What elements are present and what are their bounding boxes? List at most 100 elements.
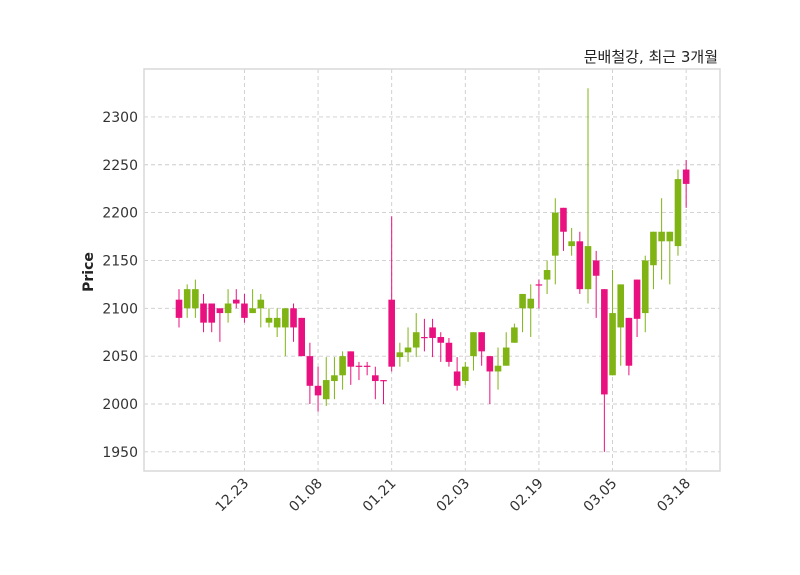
candle-body xyxy=(363,365,371,367)
candle-body xyxy=(658,231,665,242)
candle xyxy=(331,357,338,400)
chart-title: 문배철강, 최근 3개월 xyxy=(584,48,718,66)
candle xyxy=(347,351,355,385)
plot-frame xyxy=(143,68,721,472)
candle-body xyxy=(331,375,338,382)
candle xyxy=(543,260,551,294)
candle-body xyxy=(576,241,584,290)
candle xyxy=(601,289,608,452)
candle xyxy=(232,289,240,309)
candle xyxy=(682,159,690,208)
candle-body xyxy=(560,207,567,232)
candle xyxy=(535,279,543,309)
candle xyxy=(200,293,207,333)
candle-body xyxy=(241,303,248,318)
candle xyxy=(282,308,289,357)
candle xyxy=(404,327,412,362)
candle xyxy=(625,317,633,376)
candle-body xyxy=(273,317,281,328)
candle xyxy=(560,207,567,251)
candle-body xyxy=(511,327,518,343)
candle xyxy=(314,366,322,412)
candle xyxy=(650,231,657,290)
candle xyxy=(372,366,379,400)
candle-body xyxy=(232,299,240,304)
candle-body xyxy=(412,332,420,348)
y-tick-label: 2000 xyxy=(102,397,138,413)
candle xyxy=(551,198,559,285)
candle xyxy=(322,357,330,406)
candle-body xyxy=(306,356,314,386)
candle xyxy=(470,332,477,371)
candle-body xyxy=(192,289,199,309)
x-tick-label: 01.08 xyxy=(286,476,326,516)
candle-body xyxy=(584,246,592,290)
candle xyxy=(584,88,592,304)
candle-body xyxy=(478,332,485,352)
candle xyxy=(412,313,420,358)
candle-body xyxy=(551,212,559,256)
candle xyxy=(666,231,674,285)
candle xyxy=(568,227,575,256)
candle xyxy=(380,380,387,404)
candle xyxy=(249,289,256,314)
candle-body xyxy=(617,284,625,328)
y-tick-label: 2200 xyxy=(102,206,138,222)
candle-body xyxy=(298,317,305,357)
candle-body xyxy=(257,299,265,309)
candle-body xyxy=(183,289,191,309)
candle-body xyxy=(372,375,379,382)
candle-body xyxy=(388,299,395,367)
candle-body xyxy=(429,327,436,338)
candle xyxy=(519,293,526,333)
candle-body xyxy=(601,289,608,395)
candle-body xyxy=(633,279,641,319)
candle-body xyxy=(462,366,469,382)
y-tick-label: 2250 xyxy=(102,158,138,174)
candle xyxy=(257,293,265,328)
candle-body xyxy=(568,241,575,247)
candle xyxy=(674,169,682,256)
candle-body xyxy=(470,332,477,357)
candle-body xyxy=(592,260,600,276)
candle-body xyxy=(486,356,494,372)
candle xyxy=(462,361,469,385)
candle-body xyxy=(519,293,526,309)
candle xyxy=(592,250,600,318)
candle-body xyxy=(609,313,616,376)
candle xyxy=(421,318,428,352)
candle xyxy=(494,347,502,390)
candle xyxy=(241,293,248,323)
candle xyxy=(175,289,183,328)
y-tick-label: 2050 xyxy=(102,349,138,365)
candle xyxy=(306,342,314,404)
x-tick-label: 01.21 xyxy=(360,476,400,516)
candle xyxy=(429,318,436,358)
candle xyxy=(224,289,232,323)
candle xyxy=(355,361,363,381)
candle xyxy=(363,361,371,376)
candle-body xyxy=(666,231,674,242)
candle-body xyxy=(453,371,461,386)
candle-body xyxy=(208,303,216,323)
candle xyxy=(641,255,649,333)
candle xyxy=(437,332,445,362)
candle-body xyxy=(282,308,289,328)
candle xyxy=(617,284,625,366)
candle xyxy=(265,308,273,328)
candle xyxy=(445,337,453,367)
y-tick-label: 1950 xyxy=(102,445,138,461)
candle-body xyxy=(290,308,297,328)
candle-body xyxy=(339,356,346,376)
y-axis-label: Price xyxy=(81,252,97,292)
candle-body xyxy=(396,352,404,358)
candle-body xyxy=(175,299,183,318)
y-tick-label: 2100 xyxy=(102,301,138,317)
candle-body xyxy=(674,179,682,247)
candle xyxy=(633,279,641,338)
x-tick-label: 02.03 xyxy=(433,476,473,516)
candle-body xyxy=(249,308,256,314)
candle-body xyxy=(445,342,453,362)
candle-body xyxy=(314,385,322,396)
candle-body xyxy=(494,365,502,372)
